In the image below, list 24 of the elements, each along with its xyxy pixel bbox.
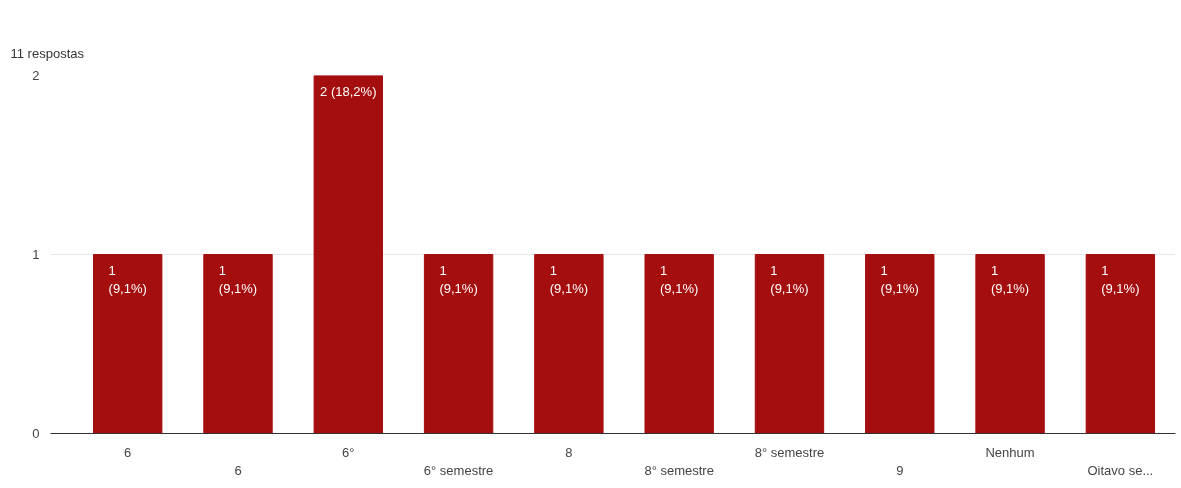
x-tick-label: 8° semestre: [644, 462, 714, 478]
data-label: 1 (9,1%): [108, 262, 147, 296]
data-label: 1 (9,1%): [1101, 262, 1140, 296]
data-label: 1 (9,1%): [439, 262, 478, 296]
chart-subtitle: 11 respostas: [10, 45, 85, 61]
x-tick-label: 6: [124, 444, 132, 460]
x-tick-label: Oitavo se...: [1087, 462, 1154, 478]
data-label: 1 (9,1%): [770, 262, 809, 296]
x-tick-label: 6°: [342, 444, 355, 460]
x-tick-label: 6: [234, 462, 242, 478]
data-label: 1 (9,1%): [660, 262, 699, 296]
y-tick-label: 0: [32, 426, 40, 441]
x-tick-label: 8: [565, 444, 573, 460]
x-tick-label: Nenhum: [985, 444, 1035, 460]
y-tick-label: 2: [32, 68, 40, 83]
data-label: 1 (9,1%): [990, 262, 1030, 296]
data-label: 1 (9,1%): [218, 262, 258, 296]
x-tick-label: 9: [896, 462, 904, 478]
x-tick-label: 8° semestre: [754, 444, 825, 460]
data-label: 2 (18,2%): [320, 83, 377, 99]
y-tick-label: 1: [32, 247, 40, 262]
data-label: 1 (9,1%): [549, 262, 589, 296]
data-label: 1 (9,1%): [880, 262, 919, 296]
x-tick-label: 6° semestre: [423, 462, 494, 478]
